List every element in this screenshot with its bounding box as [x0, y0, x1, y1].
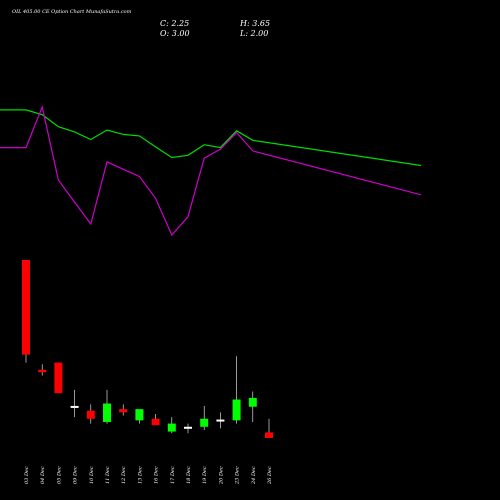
x-tick-label: 12 Dec [121, 466, 127, 484]
candle-body [38, 369, 47, 373]
candle-body [70, 405, 79, 408]
x-tick-label: 04 Dec [40, 466, 46, 484]
x-tick-label: 19 Dec [202, 466, 208, 484]
candle-body [22, 260, 30, 355]
candle-body [184, 426, 192, 429]
candle-17-dec [167, 417, 176, 434]
upper-indicator-line [0, 109, 422, 167]
x-tick-label: 13 Dec [137, 466, 143, 484]
high-value: H: 3.65 [240, 19, 271, 28]
candle-19-dec [200, 405, 209, 430]
candle-11-dec [103, 389, 111, 424]
candle-10-dec [86, 404, 95, 424]
candle-body [216, 419, 225, 422]
candle-body [167, 423, 176, 432]
low-value: L: 2.00 [240, 29, 269, 38]
candle-03-dec [22, 260, 30, 363]
candle-body [54, 362, 63, 394]
candle-24-dec [248, 391, 257, 422]
candle-13-dec [135, 409, 144, 424]
x-tick-label: 18 Dec [186, 466, 192, 484]
x-tick-label: 03 Dec [24, 466, 30, 484]
candle-12-dec [119, 404, 128, 416]
chart-title: OIL 405.00 CE Option Chart MunafaSutra.c… [12, 9, 132, 15]
x-tick-label: 17 Dec [170, 466, 176, 484]
close-value: C: 2.25 [160, 19, 190, 28]
candle-body [265, 432, 273, 438]
candle-04-dec [38, 364, 47, 376]
lower-indicator-line [0, 104, 422, 237]
x-tick-label: 23 Dec [235, 466, 241, 485]
x-tick-label: 16 Dec [154, 466, 160, 484]
candle-20-dec [216, 412, 225, 429]
candle-body [86, 410, 95, 419]
candle-16-dec [151, 413, 160, 426]
candle-body [232, 399, 241, 421]
candle-body [151, 418, 160, 426]
candle-18-dec [184, 423, 192, 434]
candle-body [119, 409, 128, 413]
candle-body [103, 403, 111, 422]
candle-05-dec [54, 362, 63, 394]
candle-23-dec [232, 356, 241, 424]
open-value: O: 3.00 [160, 29, 190, 38]
x-tick-label: 20 Dec [218, 466, 224, 485]
x-tick-label: 09 Dec [73, 466, 79, 484]
candle-body [135, 409, 144, 421]
x-tick-label: 26 Dec [267, 466, 273, 485]
x-tick-label: 11 Dec [105, 466, 111, 484]
x-tick-label: 10 Dec [89, 466, 95, 484]
x-tick-label: 05 Dec [56, 466, 62, 484]
x-tick-label: 24 Dec [251, 466, 257, 485]
candle-09-dec [70, 389, 79, 418]
candle-body [248, 397, 257, 407]
candle-26-dec [265, 418, 273, 438]
candle-body [200, 418, 209, 427]
